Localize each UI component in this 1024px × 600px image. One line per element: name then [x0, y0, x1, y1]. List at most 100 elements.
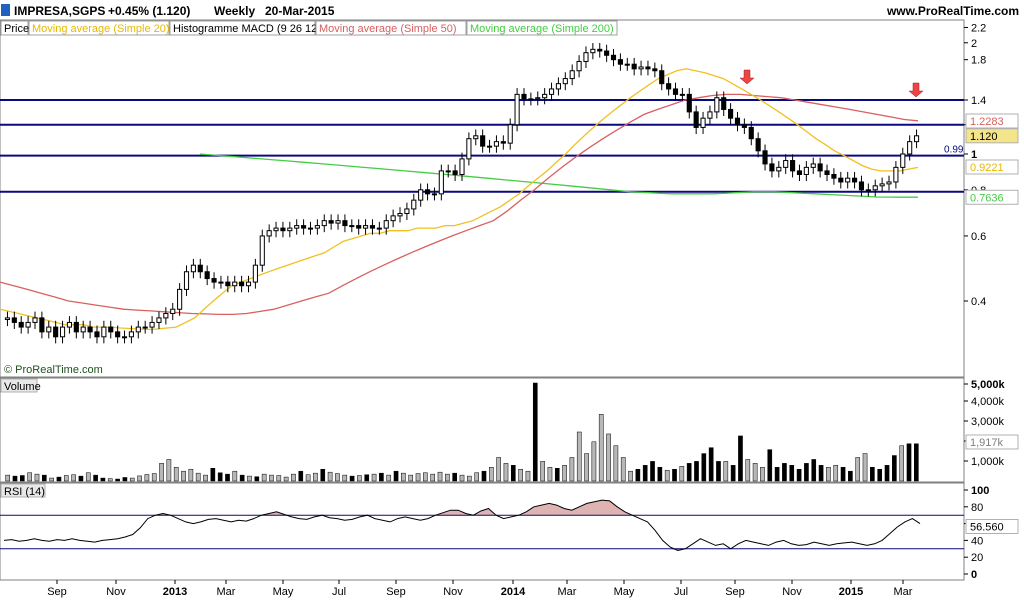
candle	[369, 225, 376, 229]
candle	[700, 117, 706, 128]
change-label: +0.45% (1.120)	[108, 4, 190, 18]
volume-bar	[137, 475, 142, 482]
volume-bar	[78, 475, 84, 482]
candle	[397, 213, 403, 217]
volume-bar	[430, 473, 436, 482]
moving-average-lines	[0, 68, 919, 331]
x-axis-label: Sep	[725, 586, 745, 598]
candle	[383, 220, 389, 229]
legend-box	[169, 20, 316, 36]
candle	[376, 227, 382, 230]
candle	[170, 308, 176, 315]
volume-bar	[745, 459, 751, 482]
candle	[845, 177, 851, 183]
volume-bar	[782, 463, 787, 482]
volume-bar	[811, 459, 817, 482]
volume-bar	[115, 478, 120, 482]
rsi-current-box	[965, 518, 1019, 534]
candle	[245, 281, 252, 287]
candle	[335, 220, 341, 224]
candle	[307, 227, 314, 230]
candle	[762, 150, 768, 165]
volume-bar	[151, 473, 157, 482]
volume-bar	[613, 445, 619, 482]
candle	[507, 124, 513, 144]
rsi-axis-label: 100	[971, 485, 989, 497]
candle	[80, 326, 86, 333]
volume-bar	[774, 467, 780, 482]
volume-bar	[5, 474, 10, 482]
volume-bar	[371, 473, 377, 482]
price-axis-label: 0.6	[971, 231, 986, 243]
candle	[294, 225, 300, 229]
volume-bar	[217, 472, 223, 482]
candle	[121, 336, 128, 339]
candle	[87, 326, 93, 333]
volume-bar	[752, 463, 758, 482]
candle	[604, 50, 610, 56]
volume-bar	[642, 465, 648, 482]
volume-bar	[437, 471, 443, 482]
header: IMPRESA,SGPS +0.45% (1.120) Weekly 20-Ma…	[1, 4, 1019, 18]
candle	[755, 138, 761, 152]
price-axis-label: 1	[971, 149, 977, 161]
rsi-current-label: 56.560	[970, 521, 1004, 533]
price-axis-label: 2	[971, 38, 977, 50]
volume-bar	[723, 461, 729, 482]
candle	[197, 264, 203, 273]
volume-bar	[650, 461, 655, 482]
candle	[672, 88, 679, 95]
candle	[521, 93, 527, 100]
candle	[73, 321, 79, 333]
candle	[652, 68, 658, 72]
candle	[852, 177, 858, 183]
candle	[583, 52, 589, 62]
volume-bar	[730, 465, 736, 482]
candle	[32, 317, 38, 323]
volume-axis-label: 1,000k	[971, 456, 1005, 468]
candle	[597, 48, 603, 52]
volume-bar	[620, 457, 626, 482]
volume-bar	[884, 465, 890, 482]
copyright-label: © ProRealTime.com	[4, 364, 103, 376]
x-axis-label: 2015	[839, 586, 863, 598]
volume-bar	[12, 475, 18, 482]
volume-bar	[71, 474, 76, 482]
volume-bar	[452, 472, 457, 482]
rsi-axis-label: 40	[971, 535, 983, 547]
rsi-axis-label: 0	[971, 569, 977, 581]
candle	[156, 317, 162, 323]
candle	[555, 83, 561, 90]
volume-bar	[914, 443, 919, 482]
volume-bar	[203, 474, 208, 482]
candle	[858, 181, 865, 191]
rsi-panel-label: RSI (14)	[4, 486, 45, 498]
price-axis-label: 1.4	[971, 95, 986, 107]
volume-bar	[628, 470, 633, 482]
volume-bar	[445, 473, 450, 482]
candle	[748, 126, 754, 140]
period-label: Weekly	[214, 4, 255, 18]
volume-last-label: 1,917k	[970, 437, 1004, 449]
candle	[314, 225, 320, 229]
price-axis: 2.221.81.41.210.80.60.4	[964, 22, 986, 308]
candle	[39, 317, 45, 333]
volume-axis-label: 5,000k	[971, 379, 1006, 391]
candle	[824, 170, 830, 175]
price-label-box	[965, 113, 1019, 129]
price-label: 0.7636	[970, 192, 1004, 204]
candle	[53, 326, 59, 338]
volume-bar	[364, 474, 370, 482]
rsi-panel-tag	[0, 483, 46, 498]
volume-panel-tag	[0, 378, 38, 393]
candle	[638, 66, 644, 70]
candle	[796, 170, 803, 175]
volume-bar	[862, 453, 868, 482]
candle	[734, 117, 741, 126]
volume-bar	[401, 472, 406, 482]
candle	[803, 166, 809, 175]
x-axis-label: Sep	[47, 586, 67, 598]
candle	[473, 135, 479, 140]
price-value-labels: 1.2283 1.120 0.9221 0.7636	[965, 113, 1019, 205]
volume-bar	[100, 477, 106, 482]
